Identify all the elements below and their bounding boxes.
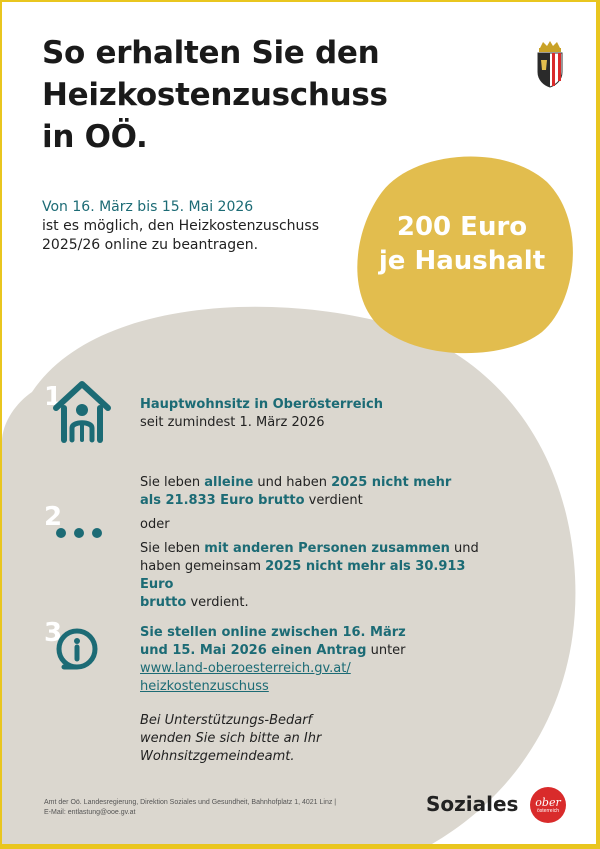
step-1-title: Hauptwohnsitz in Oberösterreich (140, 397, 383, 412)
support-note-2: wenden Sie sich bitte an Ihr (140, 731, 322, 746)
step-3-line-1: Sie stellen online zwischen 16. März (140, 625, 406, 640)
info-icon (56, 628, 98, 670)
page-title: So erhalten Sie den Heizkostenzuschuss i… (42, 32, 388, 158)
text-fragment: verdient (304, 493, 363, 508)
intro-line-2: ist es möglich, den Heizkostenzuschuss (42, 218, 320, 234)
brand-label: Soziales (426, 792, 519, 816)
text-fragment: Sie leben (140, 541, 205, 556)
step-2-line-4: haben gemeinsam 2025 nicht mehr als 30.9… (140, 558, 500, 594)
beige-blob (2, 306, 576, 844)
highlight-limit: 2025 nicht mehr (331, 475, 452, 490)
step-2-oder: oder (140, 517, 170, 532)
oberoesterreich-logo: ober österreich (530, 787, 566, 823)
text-fragment: und haben (253, 475, 332, 490)
intro-line-3: 2025/26 online zu beantragen. (42, 237, 259, 253)
website-link-part-1[interactable]: www.land-oberoesterreich.gv.at/ (140, 661, 351, 676)
website-link-part-2[interactable]: heizkostenzuschuss (140, 679, 269, 694)
step-2-line-2: als 21.833 Euro brutto verdient (140, 492, 500, 510)
logo-line-1: ober (535, 796, 561, 809)
step-2-line-3: Sie leben mit anderen Personen zusammen … (140, 540, 500, 558)
step-1-detail: seit zumindest 1. März 2026 (140, 415, 325, 430)
highlight-alone: alleine (204, 475, 254, 490)
title-line-2: Heizkostenzuschuss (42, 77, 388, 113)
highlight-brutto: brutto (140, 595, 187, 610)
coat-of-arms-icon (537, 41, 563, 88)
step-2-text: Sie leben alleine und haben 2025 nicht m… (140, 474, 500, 612)
text-fragment: Sie leben (140, 475, 205, 490)
footer-line-1: Amt der Oö. Landesregierung, Direktion S… (44, 799, 337, 806)
dots-icon (56, 528, 102, 538)
step-3-line-2: und 15. Mai 2026 einen Antrag unter (140, 642, 406, 660)
step-2-line-1: Sie leben alleine und haben 2025 nicht m… (140, 474, 500, 492)
step-3-text: Sie stellen online zwischen 16. März und… (140, 624, 406, 766)
text-fragment: haben gemeinsam (140, 559, 266, 574)
support-note-3: Wohnsitzgemeindeamt. (140, 749, 295, 764)
intro-period: Von 16. März bis 15. Mai 2026 (42, 199, 254, 215)
highlight-amount-household: 2025 nicht mehr als 30.913 Euro (140, 559, 466, 592)
badge-line-2: je Haushalt (378, 246, 546, 276)
title-line-1: So erhalten Sie den (42, 35, 380, 71)
gold-blob (357, 156, 573, 354)
text-fragment: und (449, 541, 479, 556)
footer-line-2: E-Mail: entlastung@ooe.gv.at (44, 809, 136, 816)
highlight-amount-single: als 21.833 Euro brutto (140, 493, 305, 508)
house-person-icon (53, 381, 111, 443)
step-3-number: 3 (44, 618, 63, 648)
step-2-number: 2 (44, 502, 63, 532)
highlight-deadline: und 15. Mai 2026 einen Antrag (140, 643, 367, 658)
highlight-together: mit anderen Personen zusammen (204, 541, 450, 556)
intro-text: Von 16. März bis 15. Mai 2026 ist es mög… (42, 198, 319, 255)
step-1-text: Hauptwohnsitz in Oberösterreich seit zum… (140, 396, 383, 432)
text-fragment: unter (366, 643, 406, 658)
badge-line-1: 200 Euro (396, 212, 528, 242)
logo-line-2: österreich (537, 808, 559, 814)
step-2-line-5: brutto verdient. (140, 594, 500, 612)
footer-address: Amt der Oö. Landesregierung, Direktion S… (44, 798, 336, 818)
text-fragment: verdient. (186, 595, 249, 610)
support-note-1: Bei Unterstützungs-Bedarf (140, 713, 313, 728)
title-line-3: in OÖ. (42, 119, 148, 155)
amount-badge: 200 Euro je Haushalt (362, 210, 562, 278)
